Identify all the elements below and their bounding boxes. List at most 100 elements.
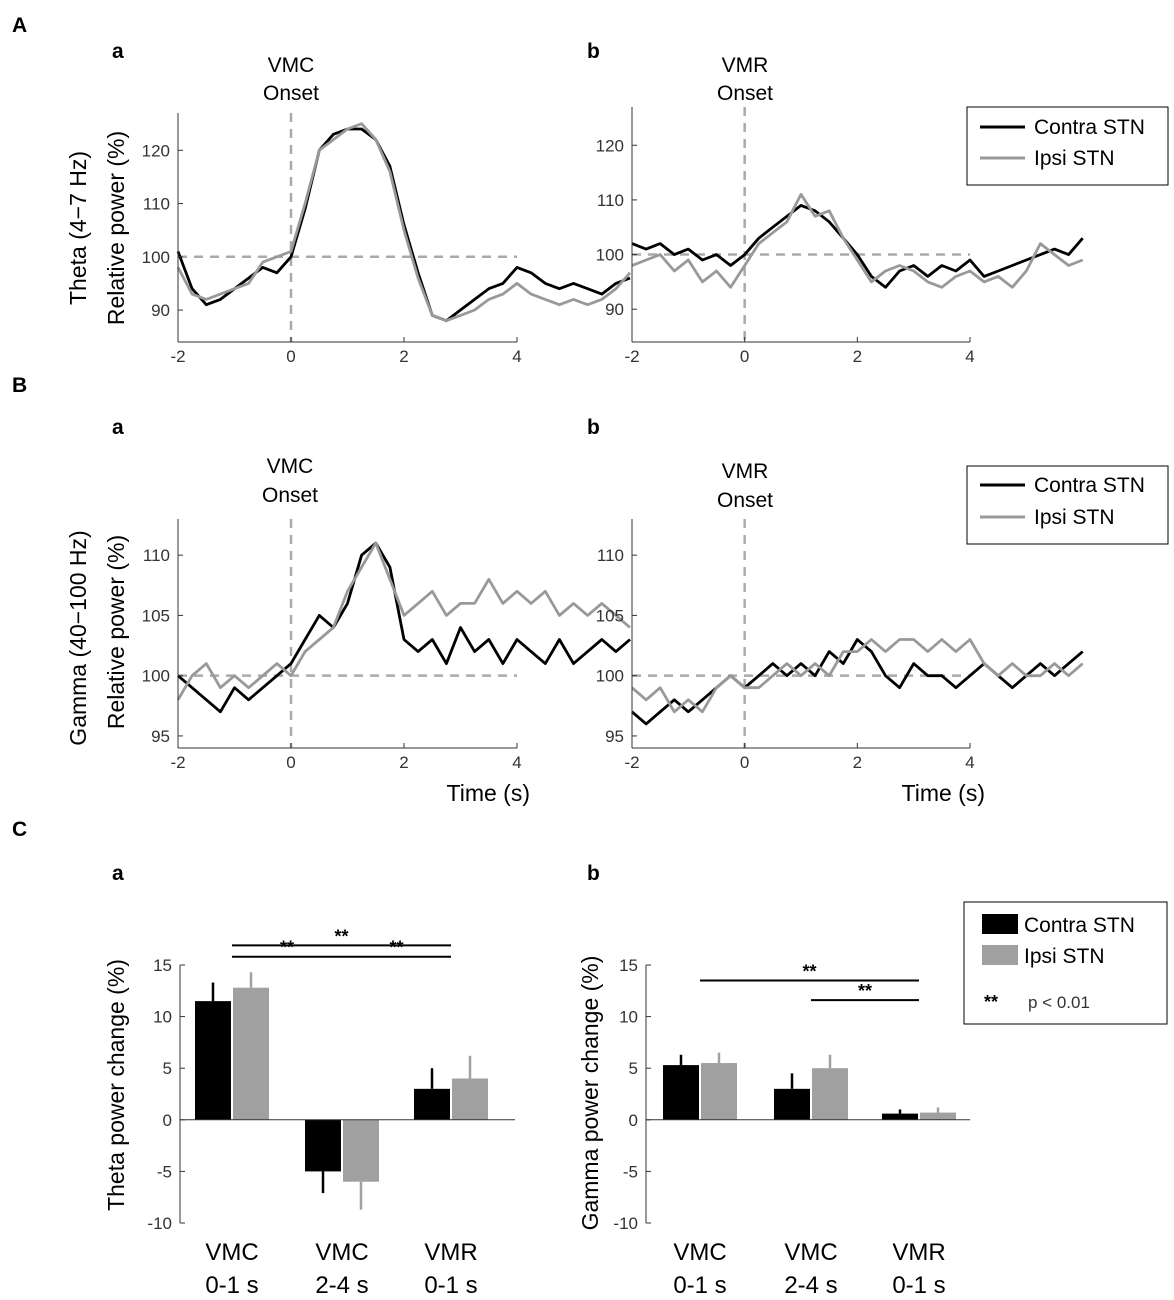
plot-Bb: -2 0 2 4 95 100 105 110 [596, 519, 1084, 772]
y-tick-label: 100 [596, 246, 624, 265]
y-tick-label: -10 [613, 1214, 638, 1233]
x-tick-label: -2 [170, 347, 185, 366]
category-label-line1: VMC [673, 1239, 726, 1266]
bar-ipsi [812, 1068, 848, 1120]
x-tick-label: -2 [170, 753, 185, 772]
bar-contra [882, 1113, 918, 1120]
series-line-ipsi [631, 638, 1084, 714]
significance-label: ** [280, 938, 294, 958]
category-label-line1: VMR [424, 1239, 477, 1266]
category-label-line2: 0-1 s [892, 1272, 945, 1299]
panel-label-Ba: a [112, 416, 124, 439]
y-tick-label: 0 [163, 1111, 172, 1130]
x-tick-label: 0 [740, 347, 749, 366]
y-tick-label: 110 [597, 191, 624, 210]
category-label-line2: 0-1 s [205, 1272, 258, 1299]
y-tick-label: 100 [142, 248, 170, 267]
y-tick-label: 105 [596, 606, 624, 625]
y-tick-label: 110 [597, 546, 624, 565]
legend-B: Contra STN Ipsi STN [966, 465, 1169, 545]
ylabel-Ba-line1: Gamma (40−100 Hz) [65, 530, 91, 745]
series-line-ipsi [176, 122, 632, 323]
bar-contra [774, 1088, 810, 1120]
bar-ipsi [343, 1119, 379, 1182]
y-tick-label: 110 [143, 546, 170, 565]
y-tick-label: 100 [596, 667, 624, 686]
onset-annotation-Ba-line2: Onset [262, 484, 318, 507]
xlabel-Ba: Time (s) [447, 780, 530, 806]
x-tick-label: 4 [512, 347, 521, 366]
y-tick-label: 15 [619, 956, 638, 975]
y-tick-label: 120 [596, 136, 624, 155]
legend-C: Contra STN Ipsi STN ** p < 0.01 [963, 901, 1168, 1025]
onset-annotation-Ab-line1: VMR [722, 54, 769, 77]
ylabel-Ba-line2: Relative power (%) [103, 535, 129, 729]
x-tick-label: -2 [624, 753, 639, 772]
legend-C-note-text: p < 0.01 [1028, 993, 1090, 1012]
bar-ipsi [701, 1063, 737, 1120]
plot-Aa: -2 0 2 4 90 100 110 120 [142, 113, 632, 366]
legend-A: Contra STN Ipsi STN [966, 106, 1169, 186]
legend-C-note-stars: ** [984, 992, 998, 1012]
x-tick-label: 4 [965, 347, 974, 366]
x-tick-label: 0 [286, 753, 295, 772]
bar-contra [305, 1119, 341, 1172]
y-tick-label: 105 [142, 606, 170, 625]
y-tick-label: 95 [151, 727, 170, 746]
onset-annotation-Aa-line1: VMC [268, 54, 315, 77]
x-tick-label: 0 [740, 753, 749, 772]
x-tick-label: 4 [965, 753, 974, 772]
x-tick-label: -2 [624, 347, 639, 366]
legend-C-contra-label: Contra STN [1024, 914, 1135, 937]
legend-C-ipsi-swatch [982, 945, 1018, 965]
ylabel-Aa-line1: Theta (4−7 Hz) [65, 151, 91, 305]
plot-Ba: -2 0 2 4 95 100 105 110 [142, 519, 631, 772]
category-label-line1: VMC [205, 1239, 258, 1266]
y-tick-label: 110 [143, 195, 170, 214]
significance-label: ** [858, 981, 872, 1001]
series-line-ipsi [176, 541, 631, 701]
y-tick-label: 95 [605, 727, 624, 746]
x-tick-label: 2 [399, 347, 408, 366]
y-tick-label: 0 [629, 1111, 638, 1130]
row-label-B: B [12, 374, 27, 397]
panel-label-Bb: b [587, 416, 600, 439]
row-label-C: C [12, 818, 27, 841]
y-tick-label: 90 [605, 300, 624, 319]
y-tick-label: -10 [147, 1214, 172, 1233]
y-tick-label: 10 [619, 1008, 638, 1027]
significance-label: ** [389, 938, 403, 958]
category-label-line2: 0-1 s [673, 1272, 726, 1299]
legend-B-contra-label: Contra STN [1034, 474, 1145, 497]
significance-label: ** [334, 926, 348, 946]
x-tick-label: 2 [853, 347, 862, 366]
panel-label-Aa: a [112, 40, 124, 63]
series-line-contra [631, 203, 1084, 289]
legend-B-ipsi-label: Ipsi STN [1034, 506, 1115, 529]
ylabel-Aa-line2: Relative power (%) [103, 131, 129, 325]
onset-annotation-Bb-line2: Onset [717, 489, 773, 512]
onset-annotation-Ab-line2: Onset [717, 82, 773, 105]
series-line-contra [631, 638, 1084, 726]
panel-label-Ca: a [112, 862, 124, 885]
y-tick-label: 5 [163, 1059, 172, 1078]
category-label-line1: VMC [784, 1239, 837, 1266]
panel-label-Ab: b [587, 40, 600, 63]
onset-annotation-Aa-line2: Onset [263, 82, 319, 105]
panel-label-Cb: b [587, 862, 600, 885]
plot-Ca: -10 -5 0 5 10 15 VMC 0-1 s VMC 2-4 s VMR 0-1 s ** ** *… [147, 926, 515, 1299]
bar-ipsi [233, 987, 269, 1120]
series-line-ipsi [631, 192, 1084, 289]
legend-C-contra-swatch [982, 914, 1018, 934]
y-tick-label: -5 [623, 1162, 638, 1181]
bar-contra [195, 1001, 231, 1120]
xlabel-Bb: Time (s) [902, 780, 985, 806]
category-label-line1: VMR [892, 1239, 945, 1266]
category-label-line2: 0-1 s [424, 1272, 477, 1299]
legend-A-ipsi-label: Ipsi STN [1034, 147, 1115, 170]
x-tick-label: 4 [512, 753, 521, 772]
bar-contra [663, 1065, 699, 1120]
category-label-line1: VMC [315, 1239, 368, 1266]
onset-annotation-Ba-line1: VMC [267, 455, 314, 478]
